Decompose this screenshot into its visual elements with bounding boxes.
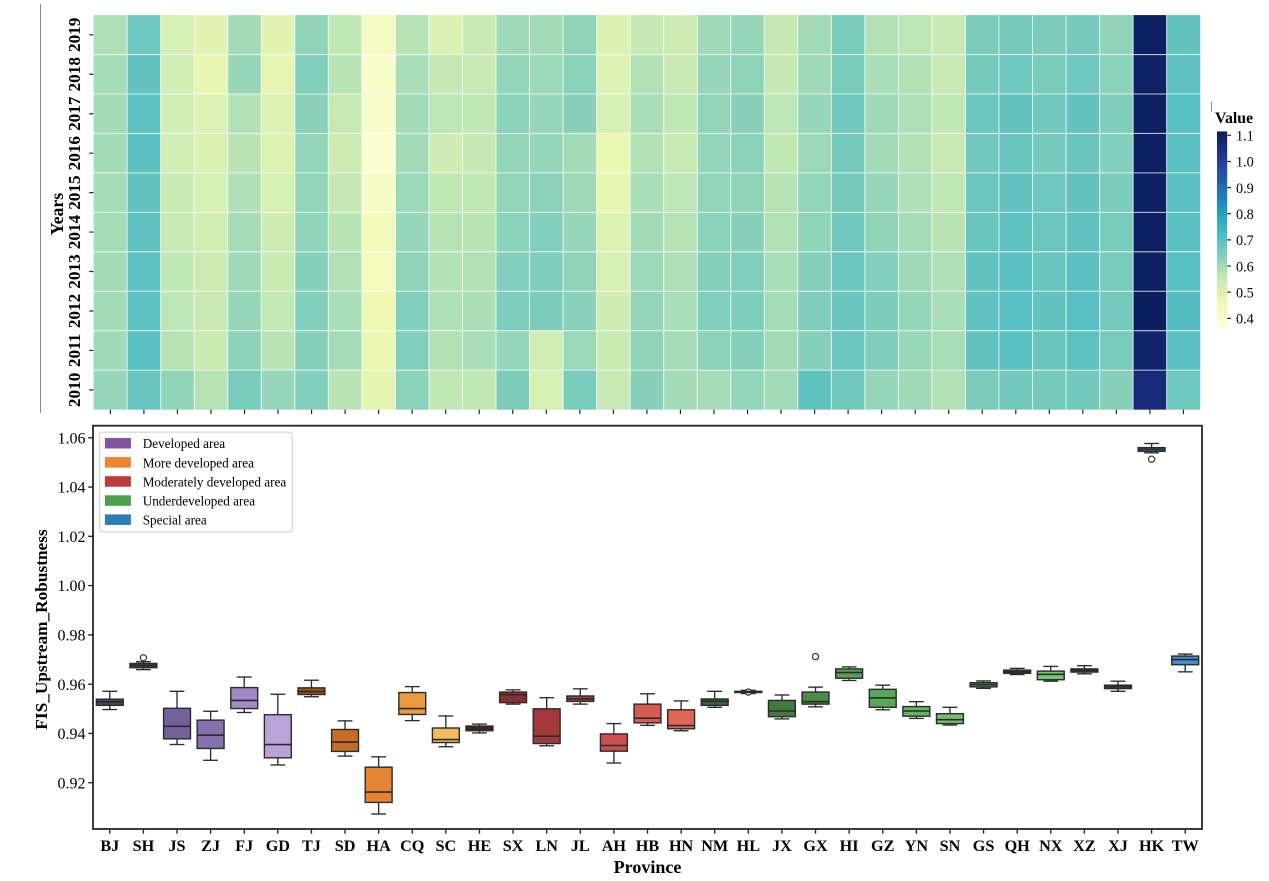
svg-text:0.9: 0.9 — [1236, 181, 1254, 197]
svg-text:GX: GX — [803, 837, 828, 855]
svg-text:2018: 2018 — [65, 57, 84, 92]
svg-text:2019: 2019 — [65, 18, 84, 52]
svg-text:0.6: 0.6 — [1236, 259, 1254, 275]
svg-text:1.02: 1.02 — [58, 529, 86, 546]
svg-text:More developed area: More developed area — [143, 455, 254, 470]
svg-text:NX: NX — [1039, 837, 1063, 855]
svg-text:2012: 2012 — [65, 294, 84, 328]
svg-text:Developed area: Developed area — [143, 436, 226, 451]
svg-text:2013: 2013 — [65, 254, 84, 288]
svg-text:1.0: 1.0 — [1236, 155, 1254, 171]
svg-text:FJ: FJ — [235, 837, 253, 855]
svg-text:JS: JS — [168, 837, 185, 855]
svg-text:SN: SN — [940, 837, 961, 855]
svg-text:HA: HA — [367, 837, 392, 855]
svg-text:0.98: 0.98 — [58, 627, 86, 644]
svg-text:TW: TW — [1172, 837, 1199, 855]
svg-text:SH: SH — [133, 837, 155, 855]
svg-text:BJ: BJ — [100, 837, 119, 855]
svg-text:HN: HN — [669, 837, 694, 855]
svg-text:ZJ: ZJ — [201, 837, 220, 855]
svg-text:Years: Years — [47, 193, 67, 236]
svg-text:HB: HB — [636, 837, 660, 855]
svg-text:AH: AH — [602, 837, 627, 855]
svg-text:Province: Province — [614, 857, 682, 877]
svg-text:0.96: 0.96 — [58, 677, 86, 694]
svg-text:SX: SX — [503, 837, 524, 855]
svg-text:QH: QH — [1005, 837, 1031, 855]
svg-text:0.8: 0.8 — [1236, 207, 1254, 223]
svg-text:JL: JL — [571, 837, 590, 855]
svg-text:SD: SD — [335, 837, 356, 855]
svg-text:LN: LN — [535, 837, 558, 855]
svg-text:1.00: 1.00 — [58, 578, 86, 595]
svg-text:XZ: XZ — [1073, 837, 1096, 855]
svg-text:0.4: 0.4 — [1236, 312, 1254, 328]
svg-text:JX: JX — [772, 837, 792, 855]
svg-text:0.92: 0.92 — [58, 775, 86, 792]
svg-text:Moderately developed area: Moderately developed area — [143, 474, 287, 489]
svg-text:2016: 2016 — [65, 136, 84, 171]
svg-text:FIS_Upstream_Robustness: FIS_Upstream_Robustness — [32, 529, 51, 730]
svg-text:0.7: 0.7 — [1236, 233, 1254, 249]
svg-text:2010: 2010 — [65, 373, 84, 407]
svg-text:YN: YN — [905, 837, 929, 855]
svg-text:0.5: 0.5 — [1236, 285, 1254, 301]
svg-text:2017: 2017 — [65, 96, 84, 131]
svg-text:Special area: Special area — [143, 513, 207, 528]
svg-text:2015: 2015 — [65, 175, 84, 209]
svg-text:Value: Value — [1215, 110, 1253, 127]
svg-text:HI: HI — [840, 837, 859, 855]
svg-text:1.06: 1.06 — [58, 430, 86, 447]
svg-text:SC: SC — [436, 837, 457, 855]
svg-text:1.1: 1.1 — [1236, 129, 1254, 145]
svg-text:XJ: XJ — [1108, 837, 1128, 855]
svg-text:CQ: CQ — [400, 837, 424, 855]
svg-text:GD: GD — [266, 837, 290, 855]
svg-text:1.04: 1.04 — [58, 480, 86, 497]
svg-text:NM: NM — [701, 837, 728, 855]
svg-text:0.94: 0.94 — [58, 726, 86, 743]
svg-text:HK: HK — [1139, 837, 1165, 855]
svg-text:2014: 2014 — [65, 214, 84, 249]
svg-text:HE: HE — [468, 837, 491, 855]
svg-text:GS: GS — [973, 837, 995, 855]
svg-text:HL: HL — [737, 837, 761, 855]
svg-text:Underdeveloped area: Underdeveloped area — [143, 494, 256, 509]
svg-text:GZ: GZ — [871, 837, 894, 855]
svg-text:TJ: TJ — [302, 837, 321, 855]
svg-text:2011: 2011 — [65, 334, 84, 367]
